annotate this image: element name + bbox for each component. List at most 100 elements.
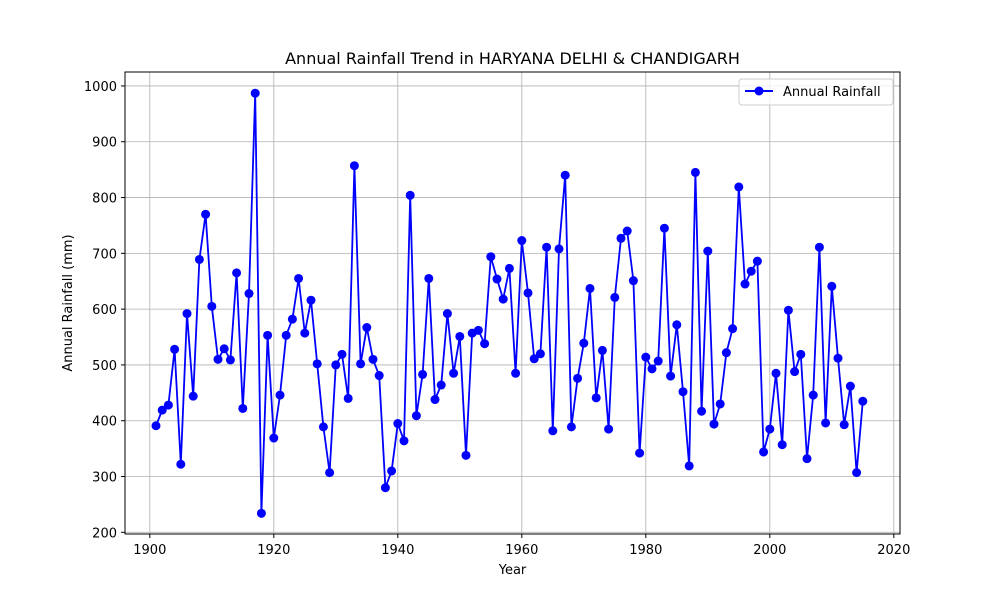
data-point bbox=[833, 353, 843, 363]
data-point bbox=[281, 330, 291, 340]
data-point bbox=[517, 236, 527, 246]
data-point bbox=[449, 368, 459, 378]
y-axis-ticks: 200 300 400 500 600 700 800 900 1000 bbox=[84, 80, 125, 541]
data-point bbox=[244, 289, 254, 299]
data-point bbox=[616, 233, 626, 243]
data-point bbox=[455, 331, 465, 341]
chart-title: Annual Rainfall Trend in HARYANA DELHI &… bbox=[285, 49, 740, 68]
data-point bbox=[628, 276, 638, 286]
x-tick-label: 2020 bbox=[877, 543, 910, 558]
data-point bbox=[337, 349, 347, 359]
data-point bbox=[374, 371, 384, 381]
x-tick-label: 1960 bbox=[505, 543, 538, 558]
data-point bbox=[821, 418, 831, 428]
data-point bbox=[387, 466, 397, 476]
data-point bbox=[641, 352, 651, 362]
data-point bbox=[325, 468, 335, 478]
data-point bbox=[548, 426, 558, 436]
data-point bbox=[635, 448, 645, 458]
data-point bbox=[622, 226, 632, 236]
data-point bbox=[666, 371, 676, 381]
data-point bbox=[473, 325, 483, 335]
data-point bbox=[176, 459, 186, 469]
data-point bbox=[566, 422, 576, 432]
data-point bbox=[709, 419, 719, 429]
data-point bbox=[721, 348, 731, 358]
data-point bbox=[294, 273, 304, 283]
data-point bbox=[579, 338, 589, 348]
data-point bbox=[250, 88, 260, 98]
data-point bbox=[858, 396, 868, 406]
data-point bbox=[765, 424, 775, 434]
data-point bbox=[225, 355, 235, 365]
data-point bbox=[672, 320, 682, 330]
data-point bbox=[535, 349, 545, 359]
data-point bbox=[808, 390, 818, 400]
legend-marker-swatch bbox=[754, 86, 764, 96]
x-axis-ticks: 1900 1920 1940 1960 1980 2000 2020 bbox=[133, 534, 910, 558]
data-point bbox=[349, 161, 359, 171]
data-point bbox=[573, 373, 583, 383]
data-point bbox=[610, 292, 620, 302]
data-point bbox=[845, 381, 855, 391]
data-point bbox=[486, 252, 496, 262]
data-point bbox=[523, 288, 533, 298]
y-tick-label: 500 bbox=[92, 359, 117, 374]
data-point bbox=[511, 368, 521, 378]
data-point bbox=[405, 190, 415, 200]
data-point bbox=[182, 309, 192, 319]
data-point bbox=[492, 274, 502, 284]
legend-box bbox=[738, 78, 894, 106]
data-point bbox=[300, 328, 310, 338]
data-point bbox=[678, 387, 688, 397]
data-point bbox=[318, 422, 328, 432]
data-point bbox=[653, 356, 663, 366]
data-point bbox=[207, 301, 217, 311]
data-point bbox=[839, 420, 849, 430]
data-point bbox=[232, 268, 242, 278]
y-tick-label: 300 bbox=[92, 471, 117, 486]
y-axis-title: Annual Rainfall (mm) bbox=[61, 234, 76, 371]
y-tick-label: 800 bbox=[92, 192, 117, 207]
data-point bbox=[734, 182, 744, 192]
plot-area-background bbox=[125, 72, 900, 534]
data-point bbox=[715, 399, 725, 409]
data-point bbox=[647, 364, 657, 374]
data-point bbox=[157, 405, 167, 415]
data-point bbox=[213, 354, 223, 364]
data-point bbox=[312, 359, 322, 369]
data-point bbox=[238, 403, 248, 413]
data-point bbox=[796, 349, 806, 359]
data-point bbox=[814, 242, 824, 252]
x-tick-label: 1980 bbox=[629, 543, 662, 558]
data-point bbox=[777, 440, 787, 450]
x-tick-label: 1900 bbox=[133, 543, 166, 558]
data-point bbox=[585, 283, 595, 293]
data-point bbox=[461, 450, 471, 460]
legend-label-annual-rainfall: Annual Rainfall bbox=[783, 85, 881, 100]
data-point bbox=[740, 279, 750, 289]
x-axis-title: Year bbox=[498, 563, 527, 578]
data-point bbox=[827, 281, 837, 291]
data-point bbox=[591, 393, 601, 403]
data-point bbox=[790, 367, 800, 377]
data-point bbox=[393, 419, 403, 429]
y-tick-label: 200 bbox=[92, 526, 117, 541]
data-point bbox=[194, 254, 204, 264]
data-point bbox=[331, 360, 341, 370]
data-point bbox=[690, 167, 700, 177]
y-tick-label: 1000 bbox=[84, 80, 117, 95]
data-point bbox=[480, 339, 490, 349]
data-point bbox=[287, 314, 297, 324]
data-point bbox=[697, 406, 707, 416]
data-point bbox=[188, 391, 198, 401]
data-point bbox=[436, 380, 446, 390]
data-point bbox=[684, 461, 694, 471]
data-point bbox=[263, 330, 273, 340]
data-point bbox=[529, 354, 539, 364]
data-point bbox=[659, 223, 669, 233]
series-markers-group bbox=[151, 88, 868, 518]
data-point bbox=[151, 421, 161, 431]
data-point bbox=[343, 393, 353, 403]
